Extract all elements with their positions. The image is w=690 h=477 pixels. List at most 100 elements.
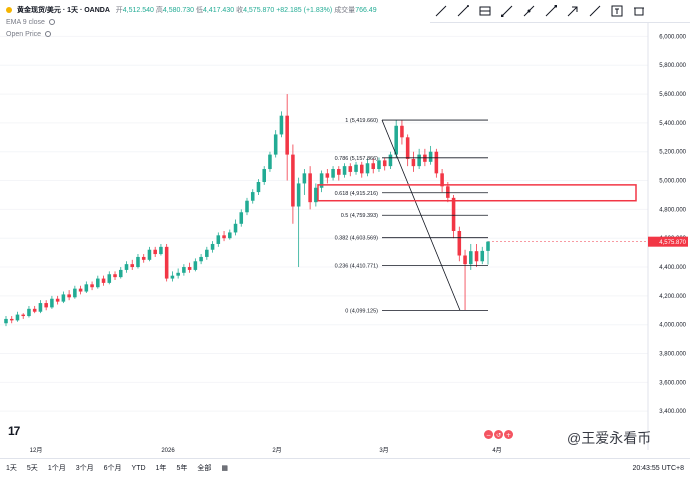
candle-body	[474, 251, 479, 262]
candle-body	[187, 267, 192, 270]
y-tick-label: 3,400.000	[659, 409, 686, 415]
candle-body	[457, 231, 462, 256]
candle-body	[388, 154, 393, 167]
y-tick-label: 5,000.000	[659, 179, 686, 185]
candle-body	[159, 246, 163, 255]
calendar-icon[interactable]: ▦	[221, 465, 228, 472]
trend-line-tool[interactable]	[430, 0, 452, 22]
trend-line-icon	[545, 5, 557, 17]
candle-body	[486, 241, 490, 251]
candle-body	[170, 275, 175, 279]
timeframe-all[interactable]: 全部	[197, 465, 212, 472]
candle-body	[428, 151, 433, 162]
candle-body	[273, 134, 278, 155]
timeframe-1y[interactable]: 1年	[155, 465, 167, 472]
candle-body	[113, 274, 117, 278]
arrow-icon	[567, 6, 578, 17]
candle-body	[50, 298, 54, 308]
candle-body	[164, 246, 169, 279]
horizontal-line-tool[interactable]	[474, 0, 496, 22]
candle-body	[411, 158, 416, 167]
gold-coin-icon	[6, 7, 12, 14]
candle-body	[233, 223, 238, 233]
fibonacci-retracement[interactable]: 1 (5,419.660) 0.786 (5,157.866) 0.618 (4,9…	[317, 118, 637, 314]
candle-body	[84, 284, 89, 292]
candle-body	[348, 166, 353, 172]
eraser-icon	[634, 7, 644, 16]
candle-body	[78, 288, 83, 292]
candle-body	[342, 166, 347, 175]
candle-body	[245, 200, 249, 213]
candle-body	[354, 164, 358, 172]
ray-icon	[501, 5, 513, 17]
arrow-tool[interactable]	[562, 0, 584, 22]
tradingview-logo: 17	[8, 424, 20, 438]
candle-body	[107, 274, 112, 283]
x-tick-label: 2月	[272, 447, 281, 454]
candle-body	[268, 154, 272, 170]
y-tick-label: 4,000.000	[659, 323, 686, 329]
eye-icon[interactable]	[48, 19, 55, 26]
candle-body	[371, 163, 376, 170]
candle-body	[434, 151, 439, 174]
fib-level-label: 0.5 (4,759.393)	[341, 213, 378, 219]
y-tick-label: 5,400.000	[659, 121, 686, 127]
symbol-title: 黄金现货/美元 · 1天 · OANDA	[16, 7, 110, 14]
symbol-row[interactable]: 黄金现货/美元 · 1天 · OANDA 开4,512.540 高4,580.7…	[6, 5, 377, 15]
trend-line-icon	[457, 5, 469, 17]
low-label: 低	[195, 7, 203, 14]
low-value: 4,417.430	[202, 7, 235, 14]
time-axis[interactable]: 12月 2026 2月 3月 4月	[30, 447, 502, 454]
candle-body	[44, 303, 48, 308]
candle-body	[394, 125, 398, 155]
candle-body	[451, 197, 456, 231]
candle-body	[262, 169, 266, 182]
trend-line-tool[interactable]	[452, 0, 474, 22]
y-tick-label: 3,800.000	[659, 352, 686, 358]
candle-body	[136, 256, 140, 268]
text-icon	[611, 5, 623, 17]
timeframe-5d[interactable]: 5天	[26, 465, 38, 472]
indicator-open-price[interactable]: Open Price	[6, 31, 52, 38]
candle-body	[182, 267, 186, 273]
candle-body	[331, 169, 335, 178]
candle-body	[279, 115, 284, 135]
chart-grid	[0, 35, 648, 412]
clock-time[interactable]: 20:43:55 UTC+8	[632, 464, 684, 472]
timeframe-1m[interactable]: 1个月	[47, 465, 66, 472]
candle-body	[205, 249, 209, 257]
price-axis[interactable]: 3,400.000 3,600.000 3,800.000 4,000.000 4,20…	[647, 22, 688, 450]
timeframe-3m[interactable]: 3个月	[75, 465, 94, 472]
candle-body	[55, 298, 60, 302]
candle-body	[377, 160, 381, 170]
candle-body	[73, 288, 77, 298]
trend-line-icon	[589, 5, 601, 17]
candle-body	[15, 314, 20, 321]
timeframe-5y[interactable]: 5年	[176, 465, 188, 472]
eraser-tool[interactable]	[628, 0, 650, 22]
extended-line-tool[interactable]	[518, 0, 540, 22]
candle-body	[32, 308, 37, 312]
indicator-open-label: Open Price	[6, 31, 42, 38]
info-line-tool[interactable]	[540, 0, 562, 22]
timeframe-ytd[interactable]: YTD	[131, 464, 146, 472]
close-value: 4,575.870	[243, 7, 275, 14]
fib-trend-line	[381, 119, 461, 311]
scroll-buttons-icon[interactable]: − ↺ +	[484, 429, 514, 441]
timeframe-1d[interactable]: 1天	[6, 465, 17, 472]
text-tool[interactable]	[606, 0, 628, 22]
indicator-ema[interactable]: EMA 9 close	[6, 19, 55, 26]
eye-icon[interactable]	[45, 31, 52, 38]
candle-body	[291, 154, 295, 207]
trend-line-icon	[435, 5, 447, 17]
timeframe-6m[interactable]: 6个月	[103, 465, 122, 472]
candle-body	[210, 243, 215, 250]
candle-body	[302, 173, 307, 184]
svg-text:+: +	[506, 432, 511, 439]
candle-body	[193, 261, 198, 270]
trend-angle-tool[interactable]	[584, 0, 606, 22]
candle-body	[382, 160, 387, 167]
ray-tool[interactable]	[496, 0, 518, 22]
candle-body	[325, 173, 330, 178]
